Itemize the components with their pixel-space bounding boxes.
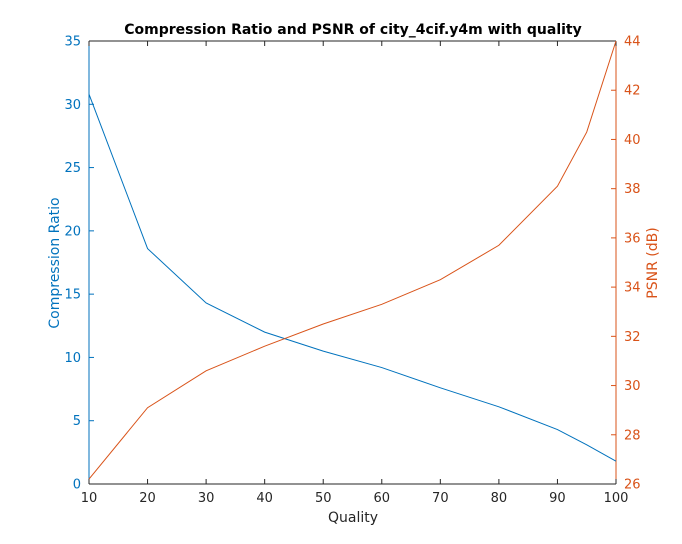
x-tick-label: 20 — [139, 491, 156, 506]
x-tick-label: 70 — [432, 491, 449, 506]
psnr-line — [88, 40, 617, 480]
x-tick-label: 30 — [198, 491, 215, 506]
x-tick-label: 80 — [491, 491, 508, 506]
x-axis: 10 20 30 40 50 60 70 80 90 100 — [81, 40, 629, 506]
right-tick-label: 26 — [624, 478, 641, 493]
chart-title: Compression Ratio and PSNR of city_4cif.… — [124, 22, 582, 38]
right-tick-label: 32 — [624, 330, 641, 345]
left-tick-label: 15 — [64, 288, 81, 303]
left-tick-label: 10 — [64, 351, 81, 366]
x-tick-label: 100 — [604, 491, 629, 506]
x-tick-label: 10 — [81, 491, 98, 506]
left-tick-label: 25 — [64, 161, 81, 176]
right-tick-label: 34 — [624, 281, 641, 296]
left-axis-label: Compression Ratio — [47, 197, 63, 328]
series-layer — [88, 40, 617, 480]
right-axis: 26 28 30 32 34 36 38 40 42 44 — [611, 35, 641, 493]
right-tick-label: 28 — [624, 428, 641, 443]
left-tick-label: 20 — [64, 224, 81, 239]
x-tick-label: 90 — [549, 491, 566, 506]
compression-ratio-line — [88, 93, 617, 462]
x-tick-label: 40 — [256, 491, 273, 506]
right-tick-label: 44 — [624, 35, 641, 50]
left-tick-label: 5 — [73, 414, 81, 429]
left-tick-label: 35 — [64, 35, 81, 50]
right-tick-label: 30 — [624, 379, 641, 394]
right-tick-label: 36 — [624, 231, 641, 246]
right-axis-label: PSNR (dB) — [645, 227, 661, 298]
left-tick-label: 0 — [73, 478, 81, 493]
x-tick-label: 50 — [315, 491, 332, 506]
x-axis-label: Quality — [328, 510, 378, 526]
right-tick-label: 38 — [624, 182, 641, 197]
right-tick-label: 42 — [624, 84, 641, 99]
right-tick-label: 40 — [624, 133, 641, 148]
x-tick-label: 60 — [374, 491, 391, 506]
left-tick-label: 30 — [64, 98, 81, 113]
left-axis: 0 5 10 15 20 25 30 35 — [64, 35, 94, 493]
